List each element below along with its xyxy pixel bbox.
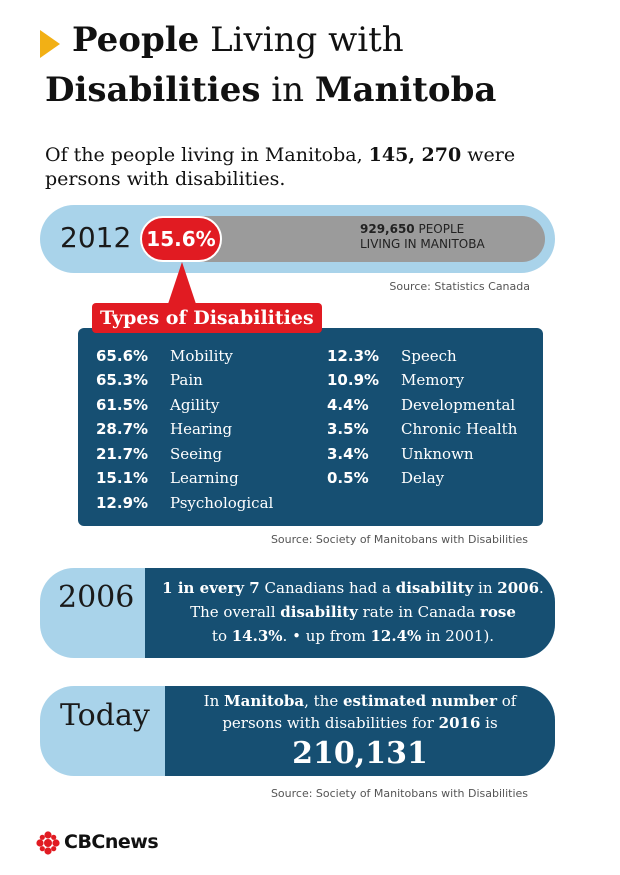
type-pct: 0.5% [327,469,369,487]
td-g: 2016 [438,714,481,732]
people-number: 929,650 [360,222,415,236]
type-pct: 65.6% [96,347,149,365]
today-number: 210,131 [292,736,428,771]
title-arrow-icon [40,30,60,58]
td-a: In [203,692,225,710]
type-name: Mobility [170,347,233,365]
type-name: Unknown [401,445,474,463]
t06-i: rate in Canada [357,603,480,621]
types-panel [78,328,543,526]
type-row: 65.6% Mobility [96,344,233,368]
type-pct: 65.3% [96,371,149,389]
type-pct: 4.4% [327,396,369,414]
type-pct: 10.9% [327,371,380,389]
type-name: Pain [170,371,203,389]
t06-a: 1 in every 7 [162,579,260,597]
type-row: 10.9% Memory [327,368,464,392]
type-pct: 15.1% [96,469,149,487]
type-row: 12.3% Speech [327,344,457,368]
title-word-disabilities: Disabilities [45,70,261,110]
type-row: 3.5% Chronic Health [327,417,517,441]
stat-today-panel [165,686,555,776]
type-pct: 3.4% [327,445,369,463]
type-name: Developmental [401,396,516,414]
type-pct: 12.3% [327,347,380,365]
type-name: Speech [401,347,457,365]
t06-h: disability [280,603,358,621]
stat-2006-panel [145,568,555,658]
people-line2: LIVING IN MANITOBA [360,237,485,251]
type-row: 61.5% Agility [96,393,219,417]
type-name: Agility [170,396,220,414]
type-name: Chronic Health [401,420,518,438]
t06-b: Canadians had a [259,579,396,597]
title-word-manitoba: Manitoba [314,70,497,110]
t06-n: 12.4% [370,627,422,645]
t06-g: The overall [190,603,281,621]
today-text: In Manitoba, the estimated number of per… [165,690,555,734]
type-pct: 61.5% [96,396,149,414]
td-h: is [480,714,498,732]
title-line-2: Disabilities in Manitoba [45,70,496,110]
td-d: estimated number [342,692,497,710]
type-row: 28.7% Hearing [96,417,232,441]
title-line1-rest: Living with [199,20,404,60]
people-count-label: 929,650 PEOPLE LIVING IN MANITOBA [360,222,540,252]
pointer-triangle [168,262,196,304]
td-b: Manitoba [224,692,305,710]
people-text: PEOPLE [414,222,465,236]
cbc-gem-icon [36,831,60,855]
title-word-in: in [260,70,315,110]
t06-m: . • up from [282,627,371,645]
source-smd-2: Source: Society of Manitobans with Disab… [270,787,528,800]
year-2006-label: 2006 [58,580,135,615]
type-name: Seeing [170,445,223,463]
intro-after: were persons with disabilities. [45,144,516,190]
type-name: Psychological [170,494,274,512]
type-row: 0.5% Delay [327,466,444,490]
type-row: 15.1% Learning [96,466,239,490]
td-f: persons with disabilities for [222,714,439,732]
stat-2006-text: 1 in every 7 Canadians had a disability … [155,576,551,648]
type-row: 21.7% Seeing [96,442,222,466]
t06-f: . [539,579,544,597]
t06-o: in 2001). [421,627,495,645]
types-heading: Types of Disabilities [92,303,322,333]
intro-before: Of the people living in Manitoba, [45,144,369,166]
percent-2012-value: 15.6% [146,227,216,251]
t06-c: disability [395,579,474,597]
type-row: 12.9% Psychological [96,491,273,515]
title-line-1: People Living with [72,20,404,60]
type-row: 4.4% Developmental [327,393,515,417]
percent-pill [140,216,222,262]
t06-e: 2006 [497,579,540,597]
cbc-news-logo: CBCnews [64,831,159,853]
type-name: Delay [401,469,445,487]
td-c: , the [304,692,343,710]
year-2012-label: 2012 [60,221,132,254]
type-pct: 3.5% [327,420,369,438]
source-smd-1: Source: Society of Manitobans with Disab… [270,533,528,546]
type-row: 3.4% Unknown [327,442,474,466]
intro-text: Of the people living in Manitoba, 145, 2… [45,143,585,191]
type-row: 65.3% Pain [96,368,203,392]
type-name: Learning [170,469,239,487]
type-pct: 21.7% [96,445,149,463]
intro-number: 145, 270 [368,144,462,166]
td-e: of [496,692,517,710]
t06-k: to [211,627,232,645]
type-name: Memory [401,371,465,389]
t06-l: 14.3% [231,627,283,645]
t06-j: rose [479,603,516,621]
today-label: Today [60,698,150,733]
type-pct: 28.7% [96,420,149,438]
title-word-people: People [72,20,200,60]
type-name: Hearing [170,420,233,438]
type-pct: 12.9% [96,494,149,512]
source-statcan: Source: Statistics Canada [389,280,530,293]
t06-d: in [473,579,498,597]
